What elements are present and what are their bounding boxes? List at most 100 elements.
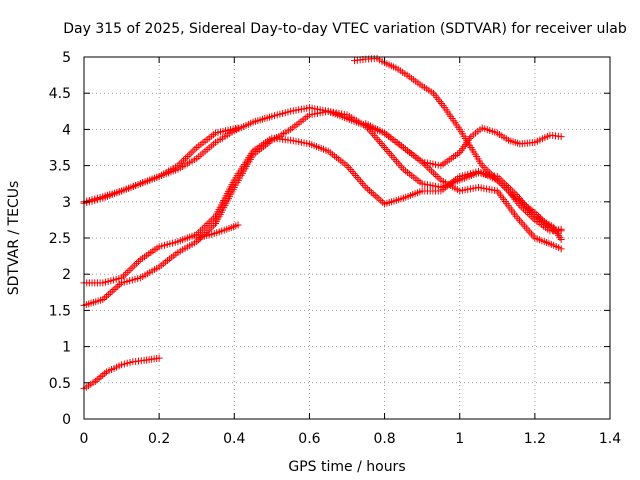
data-point [178,158,186,166]
data-point [369,190,377,198]
data-point [208,223,216,231]
data-point [189,147,197,155]
data-point [557,133,565,141]
data-point [191,145,199,153]
data-point [155,354,163,362]
data-point [200,223,208,231]
data-point [181,154,189,162]
data-point [206,225,214,233]
data-point [431,171,439,179]
data-point [180,156,188,164]
data-point [97,373,105,381]
grid [84,57,610,419]
y-axis-label: SDTVAR / TECUs [6,181,22,296]
x-axis-label: GPS time / hours [288,459,405,475]
data-point [206,218,214,226]
data-point [185,151,193,159]
y-tick-label: 4 [62,122,71,138]
y-tick-label: 5 [62,50,71,66]
series-track-h [193,221,242,242]
data-point [497,180,505,188]
data-point [121,270,129,278]
data-point [377,197,385,205]
y-tick-label: 2 [62,267,71,283]
data-points [80,54,565,393]
data-point [480,163,488,171]
series-track-d [351,54,565,235]
data-point [234,221,242,229]
data-point [131,261,139,269]
data-point [429,169,437,177]
data-point [123,268,131,276]
x-tick-label: 0 [80,431,89,447]
x-tick-label: 0.6 [298,431,320,447]
data-point [529,214,537,222]
series-track-c [80,107,565,309]
data-point [433,172,441,180]
data-point [557,227,565,235]
data-point [371,192,379,200]
data-point [210,221,218,229]
x-tick-label: 0.2 [148,431,170,447]
data-point [198,225,206,233]
series-track-f [80,354,163,393]
data-point [104,291,112,299]
data-point [503,185,511,193]
data-point [501,183,509,191]
axis-ticks: 0 0.2 0.4 0.6 0.8 1 1.2 1.4 0 0.5 1 1.5 2 2.5 3 3.5 4 4.5… [49,50,621,447]
data-point [204,220,212,228]
y-tick-label: 4.5 [49,86,71,102]
x-tick-label: 1 [455,431,464,447]
data-point [112,284,120,292]
y-tick-label: 0 [62,412,71,428]
data-point [133,259,141,267]
y-tick-label: 3.5 [49,159,71,175]
x-tick-label: 1.2 [524,431,546,447]
data-point [95,374,103,382]
data-point [108,287,116,295]
data-point [373,193,381,201]
y-tick-label: 2.5 [49,231,71,247]
data-point [435,174,443,182]
data-point [106,289,114,297]
series-track-g [80,124,242,207]
data-point [125,267,133,275]
data-point [204,227,212,235]
y-tick-label: 1.5 [49,303,71,319]
data-point [93,376,101,384]
data-point [208,216,216,224]
data-point [557,235,565,243]
data-point [134,258,142,266]
data-point [196,227,204,235]
data-point [364,185,372,193]
x-tick-label: 0.8 [373,431,395,447]
data-point [366,187,374,195]
data-point [367,188,375,196]
data-point [202,221,210,229]
chart-title: Day 315 of 2025, Sidereal Day-to-day VTE… [63,21,627,37]
data-point [428,167,436,175]
series-track-b [80,134,565,287]
data-point [103,292,111,300]
y-tick-label: 1 [62,340,71,356]
data-point [557,245,565,253]
data-point [426,165,434,173]
data-point [127,265,135,273]
data-point [234,124,242,132]
data-point [499,182,507,190]
y-tick-label: 3 [62,195,71,211]
plot-frame [83,56,611,420]
data-point [110,286,118,294]
data-point [187,149,195,157]
data-point [114,282,122,290]
data-point [210,214,218,222]
x-tick-label: 0.4 [223,431,245,447]
data-point [99,371,107,379]
y-tick-label: 0.5 [49,376,71,392]
data-point [379,198,387,206]
data-point [129,263,137,271]
data-point [420,160,428,168]
series-track-e [362,120,565,170]
x-tick-label: 1.4 [599,431,621,447]
